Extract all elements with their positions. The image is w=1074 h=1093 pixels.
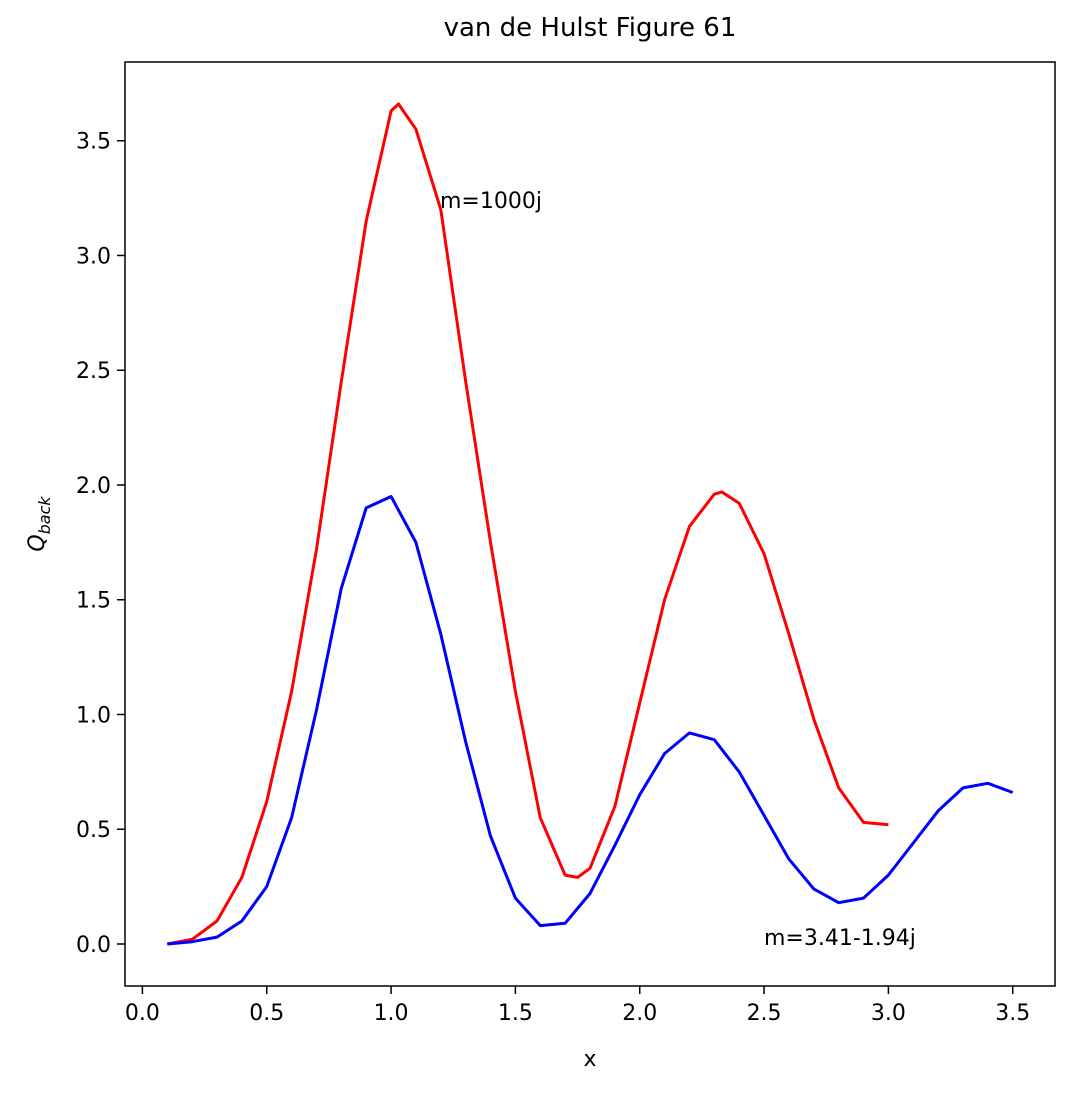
y-tick-label: 1.0 — [76, 703, 111, 728]
y-tick-label: 3.5 — [76, 130, 111, 155]
y-tick-label: 2.0 — [76, 474, 111, 499]
x-tick-label: 2.0 — [622, 1001, 657, 1026]
y-tick-label: 3.0 — [76, 244, 111, 269]
y-axis-label: Qback — [25, 496, 54, 552]
plot-frame — [124, 61, 1056, 987]
chart-title: van de Hulst Figure 61 — [444, 13, 737, 43]
y-axis-label-main: Q — [25, 534, 50, 551]
y-tick-label: 1.5 — [76, 589, 111, 614]
series-label: m=1000j — [440, 189, 542, 214]
x-tick-label: 3.0 — [871, 1001, 906, 1026]
series-label: m=3.41-1.94j — [764, 926, 916, 951]
x-tick-label: 0.5 — [249, 1001, 284, 1026]
x-tick-label: 2.5 — [747, 1001, 782, 1026]
y-tick-label: 0.5 — [76, 818, 111, 843]
x-axis-label: x — [583, 1047, 596, 1072]
y-tick-label: 0.0 — [76, 933, 111, 958]
x-tick-label: 1.5 — [498, 1001, 533, 1026]
x-tick-label: 1.0 — [374, 1001, 409, 1026]
y-axis-label-sub: back — [35, 496, 54, 535]
series-line — [167, 102, 889, 946]
x-tick-label: 0.0 — [125, 1001, 160, 1026]
y-tick-label: 2.5 — [76, 359, 111, 384]
x-tick-label: 3.5 — [995, 1001, 1030, 1026]
series-line — [167, 495, 1014, 946]
